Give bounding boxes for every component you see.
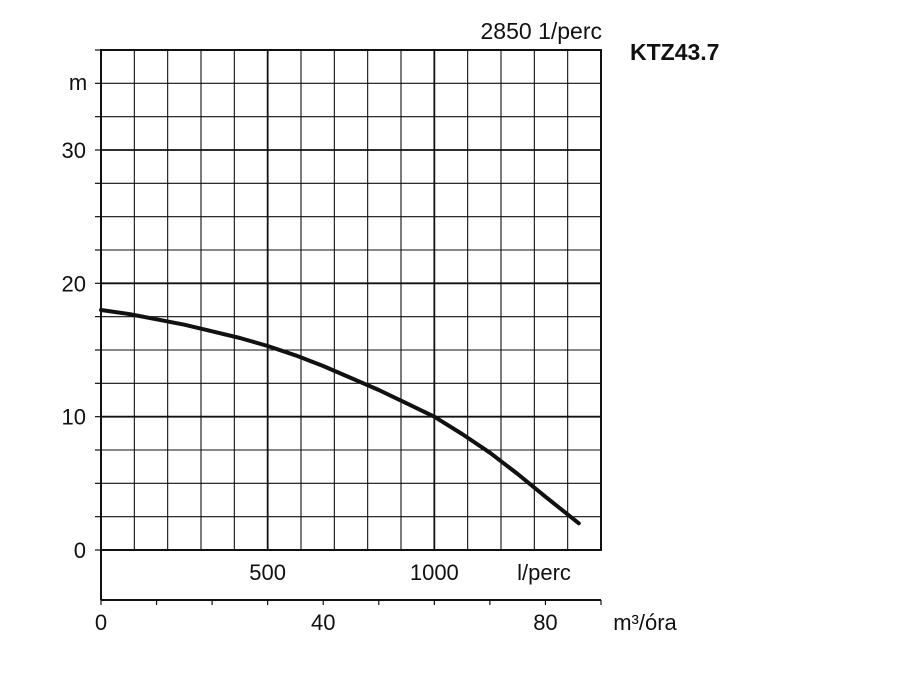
curve-layer [99,308,581,526]
labels: KTZ43.7 2850 1/perc m l/perc m³/óra 0 10 2… [62,18,720,635]
x-tick-label: 40 [311,610,335,635]
y-axis-label: m [69,70,87,95]
plot-frame [100,49,602,551]
y-tick-label: 30 [62,138,86,163]
y-tick-label: 20 [62,271,86,296]
x-tick-label: 0 [95,610,107,635]
axes [95,49,602,605]
chart-title: KTZ43.7 [630,39,719,65]
y-tick-label: 0 [74,538,86,563]
grid [101,49,601,550]
x-flow-tick-label: 1000 [410,560,459,585]
x-tick-label: 80 [533,610,557,635]
x-axis-label: m³/óra [613,610,677,635]
x-flow-unit-label: l/perc [517,560,571,585]
x-flow-tick-label: 500 [249,560,286,585]
y-tick-label: 10 [62,405,86,430]
chart-subtitle: 2850 1/perc [481,18,602,44]
performance-curve [99,308,581,526]
